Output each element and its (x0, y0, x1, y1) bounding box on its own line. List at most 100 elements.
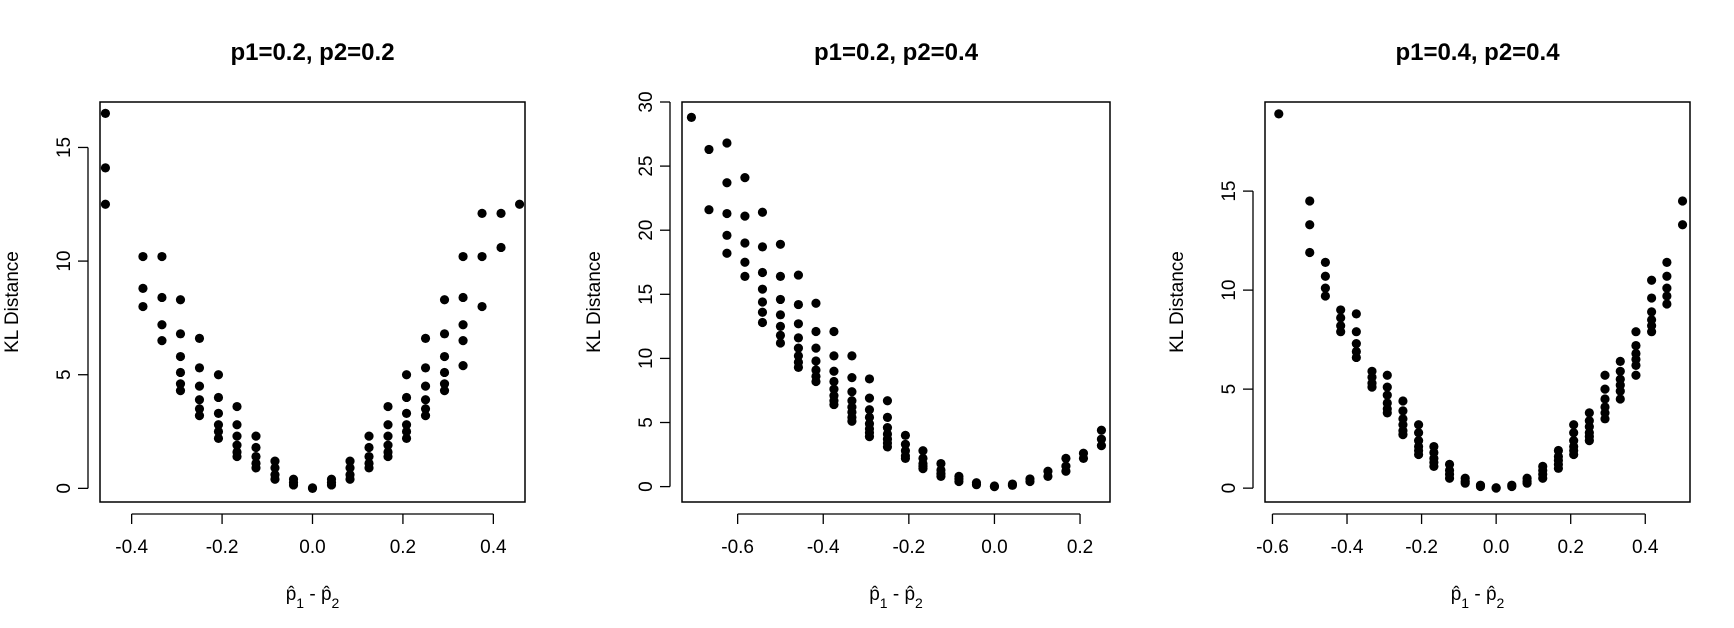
data-point (1460, 478, 1470, 488)
data-point (775, 321, 786, 331)
data-point (900, 453, 911, 464)
data-point (1398, 406, 1408, 416)
data-point (383, 451, 393, 462)
data-point (213, 392, 224, 403)
data-point (1351, 309, 1361, 319)
data-point (439, 329, 450, 339)
data-point (138, 251, 148, 262)
data-point (477, 251, 487, 262)
data-point (775, 338, 786, 348)
data-point (1413, 420, 1424, 430)
x-tick-label: 0.0 (1483, 537, 1509, 558)
data-point (100, 199, 111, 209)
data-point (1382, 390, 1392, 400)
data-point (793, 333, 804, 343)
plot-frame (1264, 101, 1691, 503)
data-point (157, 251, 167, 262)
scatter-points (100, 108, 525, 493)
data-point (1025, 476, 1035, 487)
data-point (138, 283, 148, 293)
data-point (383, 401, 393, 412)
data-point (251, 463, 261, 473)
data-point (420, 404, 431, 414)
data-point (847, 373, 857, 383)
chart-title: p1=0.2, p2=0.2 (230, 39, 394, 66)
data-point (270, 463, 280, 473)
data-point (364, 431, 374, 441)
scatter-points (686, 112, 1107, 492)
data-point (847, 351, 857, 361)
y-axis-label: KL Distance (584, 251, 605, 353)
data-point (401, 392, 412, 403)
data-point (1320, 291, 1330, 301)
data-point (918, 464, 928, 474)
data-point (1305, 220, 1315, 230)
x-tick-label: 0.4 (480, 537, 507, 558)
scatter-points (1274, 109, 1688, 493)
chart-title: p1=0.2, p2=0.4 (814, 39, 979, 66)
data-point (232, 420, 242, 430)
x-tick-label: 0.4 (1632, 537, 1659, 558)
data-point (364, 442, 374, 453)
data-point (793, 343, 804, 353)
data-point (1061, 453, 1071, 464)
data-point (811, 376, 821, 387)
data-point (157, 292, 167, 303)
data-point (757, 242, 768, 252)
data-point (882, 442, 893, 452)
data-point (194, 395, 205, 405)
data-point (864, 432, 875, 442)
data-point (740, 173, 750, 183)
data-point (1600, 414, 1610, 424)
data-point (1444, 473, 1455, 483)
data-point (175, 351, 186, 362)
data-point (829, 384, 839, 394)
data-point (722, 138, 732, 148)
data-point (439, 379, 450, 389)
data-point (1007, 480, 1018, 490)
data-point (364, 463, 374, 473)
data-point (401, 426, 412, 437)
data-point (1413, 449, 1424, 460)
data-point (971, 480, 982, 490)
data-point (1631, 340, 1641, 351)
x-tick-label: -0.6 (721, 537, 754, 558)
data-point (704, 205, 714, 215)
data-point (175, 295, 186, 305)
data-point (811, 356, 821, 366)
data-point (1647, 307, 1657, 317)
x-tick-label: 0.2 (390, 537, 416, 558)
data-point (458, 320, 468, 330)
data-point (775, 239, 786, 249)
panel-3: p1=0.4, p2=0.4-0.6 -0.4 -0.2 0.0 0.2 0.4p̂1 -… (1167, 39, 1691, 611)
data-point (722, 248, 732, 258)
x-tick-label: -0.4 (807, 537, 840, 558)
data-point (1584, 436, 1594, 446)
data-point (1522, 478, 1532, 488)
data-point (1096, 440, 1107, 451)
data-point (1631, 327, 1641, 337)
data-point (740, 211, 750, 221)
y-tick-label: 10 (1219, 280, 1240, 301)
data-point (1631, 370, 1641, 380)
data-point (100, 163, 111, 173)
data-point (1662, 271, 1672, 281)
data-point (882, 412, 893, 422)
data-point (793, 362, 804, 372)
data-point (270, 474, 280, 484)
panel-2: p1=0.2, p2=0.4-0.6 -0.4 -0.2 0.0 0.2p̂1 - p̂… (584, 39, 1111, 611)
plot-frame (99, 101, 526, 503)
data-point (740, 238, 750, 248)
data-point (1351, 338, 1361, 349)
x-tick-label: -0.4 (115, 537, 148, 558)
data-point (345, 463, 355, 473)
data-point (1615, 394, 1625, 404)
data-point (1336, 305, 1346, 315)
data-point (829, 351, 839, 361)
data-point (989, 482, 1000, 492)
data-point (900, 439, 911, 449)
data-point (1631, 360, 1641, 370)
data-point (936, 471, 946, 481)
data-point (345, 474, 355, 484)
data-point (175, 386, 186, 396)
